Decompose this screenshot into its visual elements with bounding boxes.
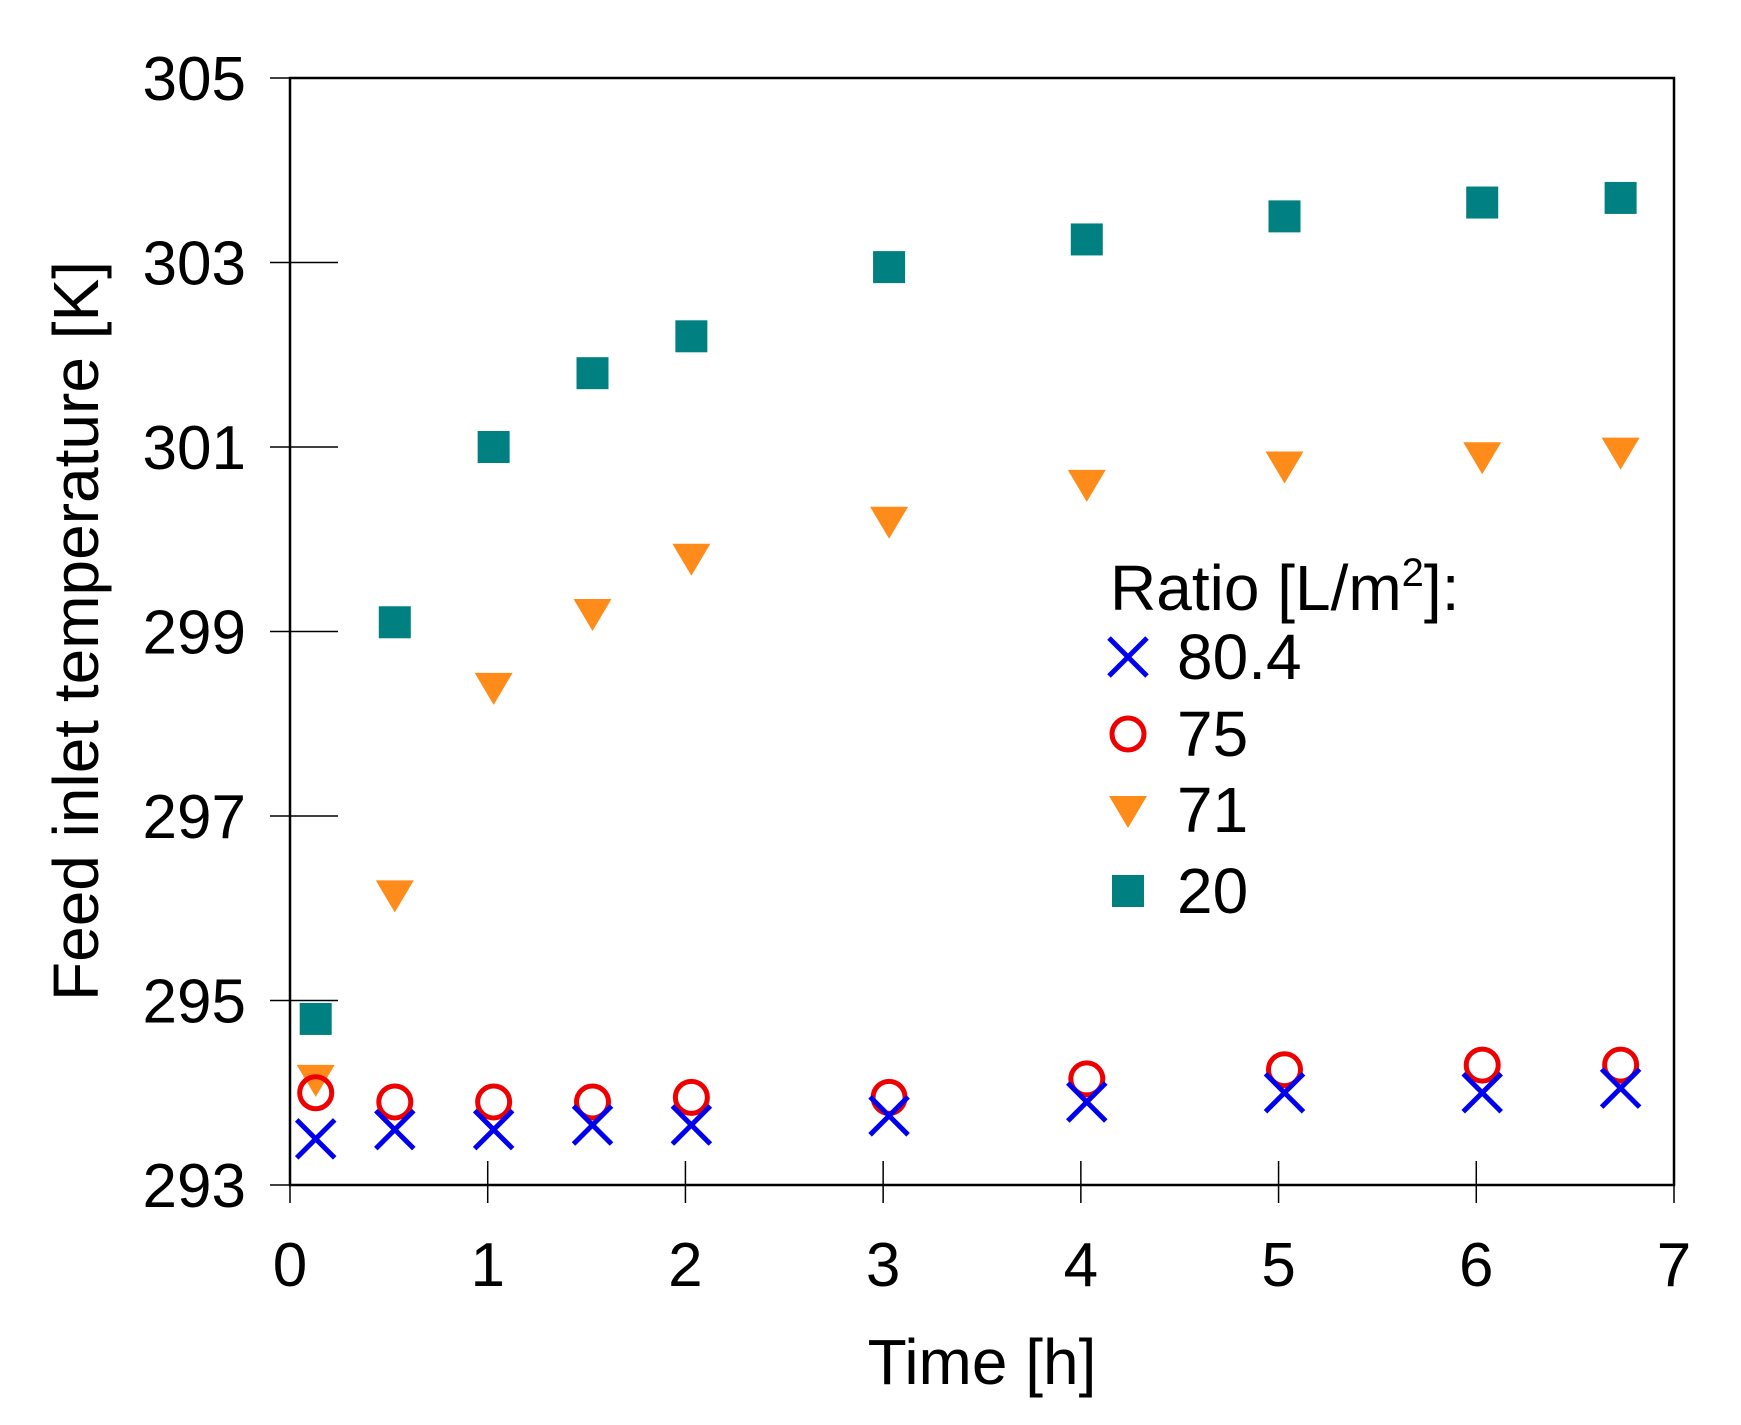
series-80.4: [294, 1067, 1642, 1160]
y-tick-label: 295: [143, 968, 246, 1037]
data-point: [378, 606, 411, 639]
series-71: [296, 437, 1640, 1097]
data-point: [868, 1095, 910, 1137]
data-point: [1265, 451, 1304, 484]
data-point: [576, 357, 609, 390]
x-tick-label: 5: [1261, 1231, 1295, 1300]
data-point: [573, 599, 612, 632]
data-point: [1067, 469, 1106, 502]
y-tick-label: 303: [143, 230, 246, 299]
legend-label: 80.4: [1177, 621, 1302, 693]
legend-title-prefix: Ratio [L/m: [1110, 552, 1402, 624]
y-axis: 293 295 297 299 301 303 305: [143, 45, 338, 1221]
data-point: [1604, 181, 1637, 214]
x-axis: 0 1 2 3 4 5 6 7: [273, 1161, 1691, 1300]
data-point: [296, 1064, 335, 1097]
legend-marker: [1109, 715, 1147, 753]
data-point: [376, 1083, 414, 1121]
data-point: [1066, 1081, 1108, 1123]
y-tick-label: 293: [143, 1152, 246, 1221]
data-point: [1601, 437, 1640, 470]
data-point: [472, 1108, 515, 1151]
x-tick-label: 2: [668, 1231, 702, 1300]
x-tick-label: 6: [1459, 1231, 1493, 1300]
legend-marker: [1109, 796, 1147, 828]
legend-label: 75: [1177, 698, 1248, 770]
data-point: [1263, 1071, 1306, 1114]
x-tick-label: 3: [866, 1231, 900, 1300]
data-point: [1461, 1071, 1503, 1114]
legend-label: 20: [1177, 855, 1248, 927]
legend-title-superscript: 2: [1402, 551, 1424, 595]
data-point: [1463, 442, 1502, 475]
data-point: [299, 1002, 332, 1035]
data-point: [375, 880, 414, 913]
data-point: [672, 1078, 710, 1116]
data-point: [1070, 223, 1103, 256]
plot-frame: [288, 76, 1676, 1187]
data-point: [873, 251, 906, 284]
series-20: [299, 181, 1637, 1035]
data-point: [670, 1104, 713, 1146]
y-tick-label: 301: [143, 414, 246, 483]
data-point: [574, 1083, 612, 1121]
data-point: [474, 672, 513, 705]
legend-title-suffix: ]:: [1424, 552, 1460, 624]
data-points: [294, 181, 1642, 1160]
data-point: [294, 1118, 337, 1160]
data-point: [1466, 186, 1499, 219]
y-tick-label: 297: [143, 783, 246, 852]
y-tick-label: 299: [143, 599, 246, 668]
y-axis-label: Feed inlet temperature [K]: [40, 261, 112, 1001]
x-axis-label: Time [h]: [868, 1326, 1097, 1398]
legend-title: Ratio [L/m2]:: [1110, 551, 1459, 624]
legend-marker: [1112, 875, 1144, 907]
data-point: [1599, 1067, 1642, 1109]
x-tick-label: 7: [1657, 1231, 1691, 1300]
data-point: [870, 1078, 908, 1116]
data-point: [477, 431, 510, 463]
legend-marker: [1107, 636, 1149, 678]
x-tick-label: 0: [273, 1231, 307, 1300]
x-tick-label: 1: [470, 1231, 504, 1300]
y-tick-label: 305: [143, 45, 246, 114]
data-point: [870, 506, 909, 539]
data-point: [675, 320, 708, 353]
data-point: [1463, 1046, 1501, 1084]
series-75: [297, 1046, 1640, 1121]
data-point: [374, 1108, 416, 1151]
data-point: [571, 1104, 614, 1146]
x-tick-label: 4: [1064, 1231, 1098, 1300]
data-point: [1602, 1046, 1640, 1084]
data-point: [297, 1074, 335, 1112]
data-point: [1268, 200, 1301, 233]
data-point: [475, 1083, 513, 1121]
data-point: [672, 543, 711, 576]
data-point: [1068, 1060, 1106, 1098]
data-point: [1266, 1051, 1304, 1089]
legend-label: 71: [1177, 774, 1248, 846]
